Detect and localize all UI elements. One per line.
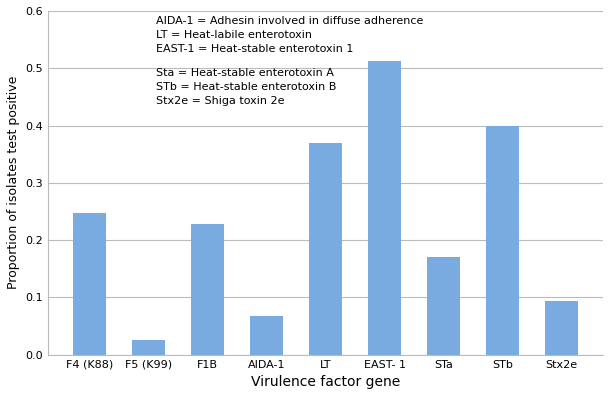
Text: Sta = Heat-stable enterotoxin A
STb = Heat-stable enterotoxin B
Stx2e = Shiga to: Sta = Heat-stable enterotoxin A STb = He… xyxy=(156,68,337,106)
X-axis label: Virulence factor gene: Virulence factor gene xyxy=(251,375,400,389)
Bar xyxy=(192,224,224,355)
Bar xyxy=(368,61,401,355)
Bar xyxy=(486,126,519,355)
Y-axis label: Proportion of isolates test positive: Proportion of isolates test positive xyxy=(7,76,20,289)
Text: AIDA-1 = Adhesin involved in diffuse adherence
LT = Heat-labile enterotoxin
EAST: AIDA-1 = Adhesin involved in diffuse adh… xyxy=(156,16,424,54)
Bar xyxy=(545,301,578,355)
Bar xyxy=(250,316,283,355)
Bar xyxy=(428,257,460,355)
Bar xyxy=(132,340,165,355)
Bar xyxy=(73,213,106,355)
Bar xyxy=(309,143,342,355)
